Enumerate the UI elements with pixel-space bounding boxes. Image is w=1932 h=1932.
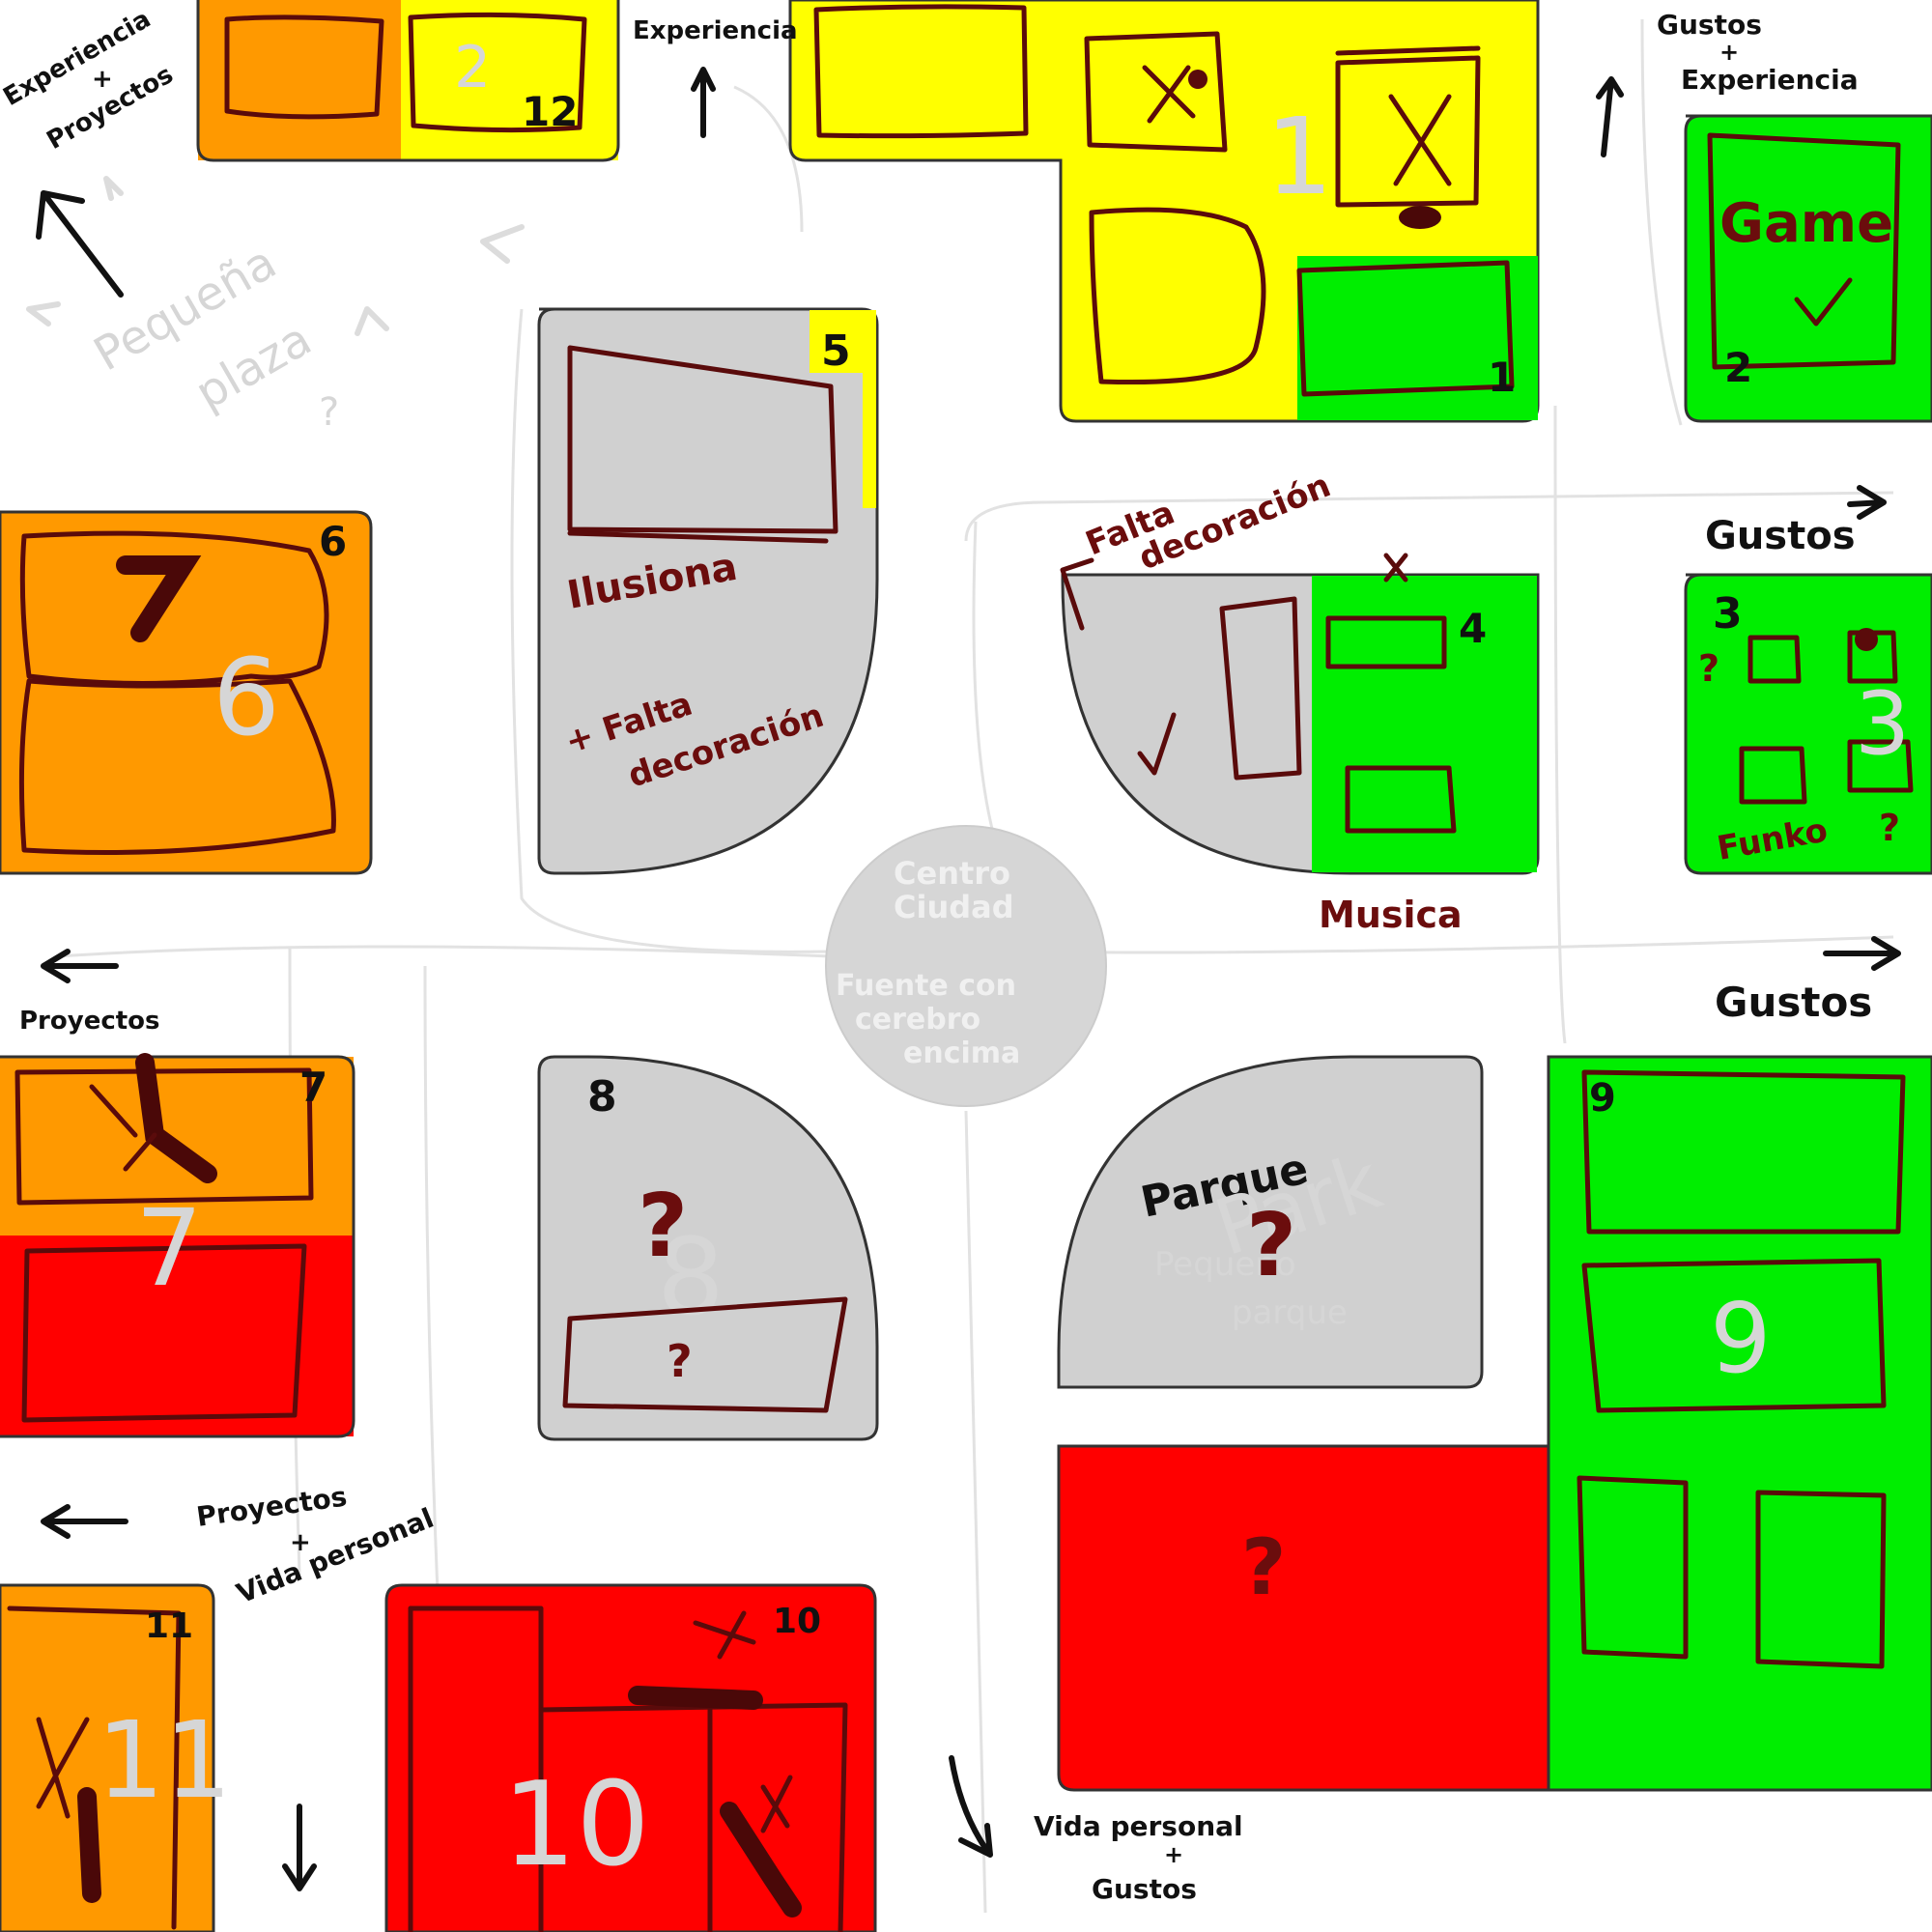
block-1-chair-marker [1399, 206, 1441, 229]
arrow-down-icon [282, 1804, 317, 1891]
right-upper-label: Gustos [1705, 514, 1856, 558]
block-3-number: 3 [1713, 589, 1743, 639]
center-label-line1: Centro [894, 855, 1010, 892]
block-1-watermark: 1 [1265, 95, 1333, 218]
road-sketch [57, 18, 1894, 1914]
block-12-number: 12 [522, 88, 578, 135]
pequena-plaza-note: Pequeña plaza ? [85, 235, 339, 435]
block-8-sub-question: ? [667, 1335, 693, 1387]
block-6-number: 6 [319, 518, 347, 565]
bottom-right-label-line1: Vida personal [1034, 1810, 1243, 1842]
block-1-dot-marker [1188, 70, 1208, 89]
pequeno-parque-line1: Pequeño [1154, 1245, 1296, 1284]
center-label-line5: encima [903, 1037, 1020, 1070]
faint-arrow-up-icon [103, 176, 124, 201]
center-label-line4: cerebro [855, 1003, 980, 1037]
top-right-label-line2: + [1719, 39, 1739, 66]
exit-top-right[interactable]: Gustos + Experiencia [1596, 9, 1859, 157]
block-1[interactable]: 1 1 [788, 0, 1540, 423]
block-3-question-right: ? [1879, 807, 1900, 849]
arrow-right-icon [1847, 485, 1887, 520]
block-red-unknown[interactable]: ? [1057, 1444, 1550, 1792]
block-10-watermark: 10 [502, 1758, 650, 1892]
city-center-fountain[interactable]: Centro Ciudad Fuente con cerebro encima [825, 825, 1107, 1107]
block-9[interactable]: 9 9 [1547, 1055, 1932, 1792]
top-center-label: Experiencia [633, 16, 798, 45]
parque-question: ? [1246, 1195, 1296, 1296]
block-7-number: 7 [299, 1064, 327, 1111]
top-right-label-line1: Gustos [1657, 9, 1762, 41]
game-label: Game [1719, 192, 1893, 255]
block-2[interactable]: Game 2 [1684, 114, 1932, 423]
block-4-number: 4 [1459, 605, 1487, 652]
right-lower-label: Gustos [1715, 979, 1872, 1026]
exit-top-left[interactable]: Experiencia + Proyectos [0, 5, 179, 298]
block-3-watermark: 3 [1855, 673, 1910, 775]
faint-arrow-up-icon [355, 306, 389, 336]
bottom-left-label-line2: + [290, 1528, 311, 1557]
block-5-number: 5 [821, 327, 851, 376]
arrow-left-icon [41, 1504, 128, 1539]
arrow-up-icon [691, 67, 716, 138]
block-5-yellow-tag [810, 310, 876, 373]
block-12-watermark: 2 [454, 34, 491, 101]
center-label-line2: Ciudad [894, 889, 1014, 925]
plaza-label-line3: ? [319, 390, 339, 435]
block-5[interactable]: 5 Ilusiona + Falta decoración [537, 307, 879, 875]
arrow-up-right-icon [1596, 76, 1624, 157]
block-2-number: 2 [1724, 344, 1752, 391]
block-6[interactable]: 6 6 [0, 510, 373, 875]
block-9-watermark: 9 [1710, 1282, 1772, 1395]
block-11-number: 11 [145, 1606, 193, 1646]
top-right-label-line3: Experiencia [1681, 64, 1859, 96]
faint-arrow-left-icon [480, 224, 525, 264]
block-8-question: ? [638, 1176, 688, 1277]
exit-bottom-right[interactable]: Vida personal + Gustos [949, 1755, 1243, 1905]
bottom-right-label-line2: + [1164, 1841, 1183, 1868]
arrow-down-icon [949, 1755, 993, 1858]
block-8-watermark: 8 [657, 1215, 724, 1339]
block-8[interactable]: 8 8 ? ? [537, 1055, 879, 1441]
block-3-question-left: ? [1698, 647, 1719, 690]
block-10[interactable]: 10 10 [384, 1583, 877, 1932]
top-left-label-line2: + [92, 65, 113, 94]
block-4[interactable]: 4 Falta decoración Musica [1060, 467, 1540, 936]
block-6-watermark: 6 [213, 636, 280, 759]
pequeno-parque-line2: parque [1232, 1293, 1348, 1332]
block-parque[interactable]: Parque Park Pequeño parque ? [1057, 1055, 1484, 1389]
block-1-number: 1 [1488, 354, 1516, 401]
exit-top-center[interactable]: Experiencia [633, 16, 798, 138]
exit-left-mid[interactable]: Proyectos [19, 949, 160, 1036]
exit-right-upper[interactable]: Gustos [1705, 485, 1887, 558]
block-7-watermark: 7 [135, 1186, 203, 1310]
arrow-up-left-icon [36, 190, 124, 298]
block-11-watermark: 11 [97, 1698, 232, 1822]
block-3[interactable]: 3 ? ? Funko 3 [1684, 573, 1932, 875]
left-mid-label: Proyectos [19, 1007, 160, 1036]
bottom-right-label-line3: Gustos [1092, 1873, 1197, 1905]
arrow-right-icon [1823, 936, 1901, 971]
musica-label: Musica [1319, 894, 1463, 936]
arrow-left-icon [41, 949, 119, 983]
faint-arrow-left-icon [26, 301, 61, 327]
block-8-number: 8 [587, 1072, 617, 1122]
block-10-number: 10 [773, 1602, 821, 1641]
plaza-label-line2: plaza [186, 312, 321, 420]
block-9-number: 9 [1589, 1076, 1616, 1121]
block-12[interactable]: 2 12 [196, 0, 620, 162]
block-7[interactable]: 7 7 [0, 1053, 355, 1438]
bottom-left-label-line1: Proyectos [194, 1480, 349, 1532]
faint-arrows [26, 176, 525, 336]
block-11[interactable]: 11 11 [0, 1583, 232, 1932]
red-block-question: ? [1241, 1522, 1286, 1612]
center-label-line3: Fuente con [836, 969, 1016, 1003]
exit-right-lower[interactable]: Gustos [1715, 936, 1901, 1026]
block-3-dot-marker [1855, 628, 1878, 651]
